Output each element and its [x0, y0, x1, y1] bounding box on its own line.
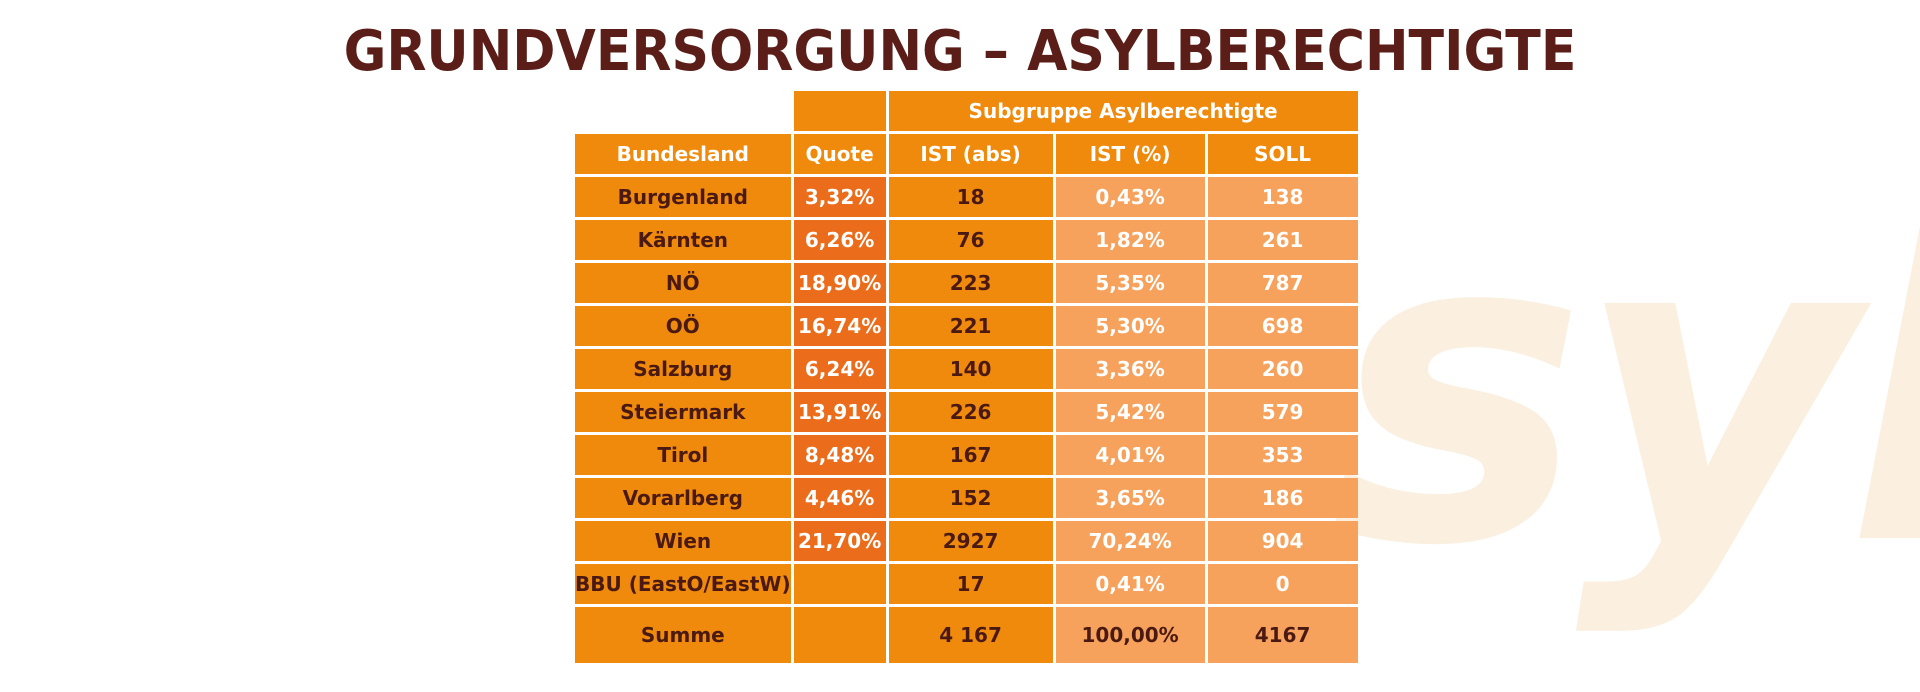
bundesland-cell: Salzburg [575, 349, 791, 389]
soll-cell: 787 [1207, 263, 1358, 303]
soll-cell: 186 [1207, 478, 1358, 518]
bundesland-cell: Tirol [575, 435, 791, 475]
quote-cell: 13,91% [793, 392, 886, 432]
quote-cell: 18,90% [793, 263, 886, 303]
column-header-soll: SOLL [1207, 134, 1358, 174]
total-ist-pct-cell: 100,00% [1055, 607, 1205, 663]
quote-group-cell [793, 91, 886, 131]
soll-cell: 579 [1207, 392, 1358, 432]
table-row: NÖ 18,90% 223 5,35% 787 [575, 263, 1358, 303]
bundesland-cell: OÖ [575, 306, 791, 346]
quote-cell: 6,26% [793, 220, 886, 260]
watermark-text: syl [1330, 140, 1920, 640]
ist-abs-cell: 140 [888, 349, 1053, 389]
bundesland-cell: Wien [575, 521, 791, 561]
total-quote-cell [793, 607, 886, 663]
ist-pct-cell: 3,36% [1055, 349, 1205, 389]
bundesland-cell: Burgenland [575, 177, 791, 217]
ist-pct-cell: 0,43% [1055, 177, 1205, 217]
quote-cell: 8,48% [793, 435, 886, 475]
soll-cell: 698 [1207, 306, 1358, 346]
soll-cell: 138 [1207, 177, 1358, 217]
bundesland-cell: NÖ [575, 263, 791, 303]
ist-abs-cell: 223 [888, 263, 1053, 303]
ist-abs-cell: 2927 [888, 521, 1053, 561]
ist-pct-cell: 0,41% [1055, 564, 1205, 604]
ist-abs-cell: 226 [888, 392, 1053, 432]
bundesland-cell: Steiermark [575, 392, 791, 432]
total-row: Summe 4 167 100,00% 4167 [575, 607, 1358, 663]
column-header-quote: Quote [793, 134, 886, 174]
table-row: Burgenland 3,32% 18 0,43% 138 [575, 177, 1358, 217]
total-ist-abs-cell: 4 167 [888, 607, 1053, 663]
soll-cell: 904 [1207, 521, 1358, 561]
quote-cell: 16,74% [793, 306, 886, 346]
ist-abs-cell: 17 [888, 564, 1053, 604]
table-row: Salzburg 6,24% 140 3,36% 260 [575, 349, 1358, 389]
ist-abs-cell: 221 [888, 306, 1053, 346]
bundesland-cell: Kärnten [575, 220, 791, 260]
grundversorgung-table: Subgruppe Asylberechtigte Bundesland Quo… [572, 88, 1361, 666]
column-header-bundesland: Bundesland [575, 134, 791, 174]
table-row: Vorarlberg 4,46% 152 3,65% 186 [575, 478, 1358, 518]
ist-pct-cell: 5,30% [1055, 306, 1205, 346]
ist-pct-cell: 5,42% [1055, 392, 1205, 432]
group-header-row: Subgruppe Asylberechtigte [575, 91, 1358, 131]
bundesland-cell: Vorarlberg [575, 478, 791, 518]
table-row: Steiermark 13,91% 226 5,42% 579 [575, 392, 1358, 432]
column-header-ist-abs: IST (abs) [888, 134, 1053, 174]
ist-abs-cell: 18 [888, 177, 1053, 217]
bundesland-cell: BBU (EastO/EastW) [575, 564, 791, 604]
table-row: Wien 21,70% 2927 70,24% 904 [575, 521, 1358, 561]
empty-header-cell [575, 91, 791, 131]
column-header-row: Bundesland Quote IST (abs) IST (%) SOLL [575, 134, 1358, 174]
quote-cell [793, 564, 886, 604]
total-soll-cell: 4167 [1207, 607, 1358, 663]
ist-pct-cell: 70,24% [1055, 521, 1205, 561]
table-row: OÖ 16,74% 221 5,30% 698 [575, 306, 1358, 346]
ist-abs-cell: 167 [888, 435, 1053, 475]
quote-cell: 21,70% [793, 521, 886, 561]
table-row: Tirol 8,48% 167 4,01% 353 [575, 435, 1358, 475]
ist-pct-cell: 4,01% [1055, 435, 1205, 475]
quote-cell: 3,32% [793, 177, 886, 217]
page-title: GRUNDVERSORGUNG – ASYLBERECHTIGTE [343, 19, 1577, 84]
quote-cell: 4,46% [793, 478, 886, 518]
quote-cell: 6,24% [793, 349, 886, 389]
soll-cell: 260 [1207, 349, 1358, 389]
soll-cell: 261 [1207, 220, 1358, 260]
ist-pct-cell: 5,35% [1055, 263, 1205, 303]
total-label-cell: Summe [575, 607, 791, 663]
table-row: BBU (EastO/EastW) 17 0,41% 0 [575, 564, 1358, 604]
ist-abs-cell: 152 [888, 478, 1053, 518]
ist-abs-cell: 76 [888, 220, 1053, 260]
table-row: Kärnten 6,26% 76 1,82% 261 [575, 220, 1358, 260]
subgroup-header: Subgruppe Asylberechtigte [888, 91, 1358, 131]
soll-cell: 0 [1207, 564, 1358, 604]
ist-pct-cell: 1,82% [1055, 220, 1205, 260]
column-header-ist-pct: IST (%) [1055, 134, 1205, 174]
ist-pct-cell: 3,65% [1055, 478, 1205, 518]
soll-cell: 353 [1207, 435, 1358, 475]
